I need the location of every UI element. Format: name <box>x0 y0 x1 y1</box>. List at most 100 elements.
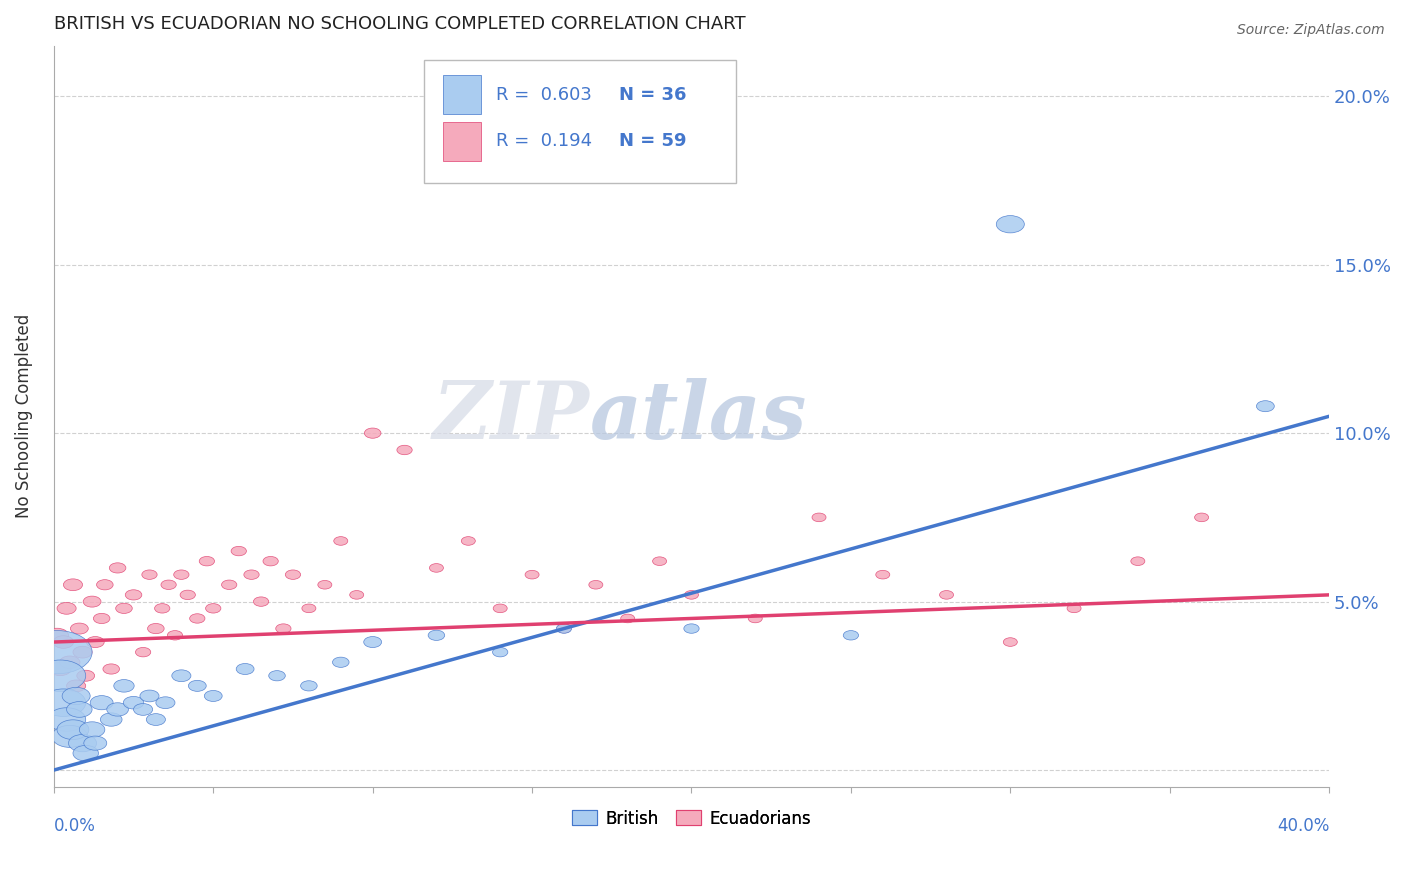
Ellipse shape <box>35 660 86 691</box>
Ellipse shape <box>160 580 176 590</box>
Ellipse shape <box>156 697 174 708</box>
Ellipse shape <box>53 636 73 648</box>
Ellipse shape <box>748 614 762 623</box>
Ellipse shape <box>318 581 332 589</box>
Ellipse shape <box>190 614 205 624</box>
Y-axis label: No Schooling Completed: No Schooling Completed <box>15 314 32 518</box>
Ellipse shape <box>200 557 215 566</box>
Ellipse shape <box>492 648 508 657</box>
Ellipse shape <box>364 637 381 648</box>
Text: N = 36: N = 36 <box>619 86 686 103</box>
FancyBboxPatch shape <box>423 61 737 183</box>
Ellipse shape <box>125 590 142 600</box>
FancyBboxPatch shape <box>443 122 481 161</box>
Ellipse shape <box>134 704 153 715</box>
Ellipse shape <box>876 570 890 579</box>
Ellipse shape <box>557 624 572 633</box>
Ellipse shape <box>146 714 166 725</box>
Ellipse shape <box>62 688 90 705</box>
Ellipse shape <box>79 722 105 738</box>
Ellipse shape <box>332 657 349 667</box>
Ellipse shape <box>350 591 364 599</box>
Text: Source: ZipAtlas.com: Source: ZipAtlas.com <box>1237 23 1385 37</box>
Ellipse shape <box>222 580 236 590</box>
Ellipse shape <box>45 628 69 642</box>
Ellipse shape <box>1004 638 1018 647</box>
Ellipse shape <box>844 631 859 640</box>
Text: 0.0%: 0.0% <box>53 816 96 835</box>
Ellipse shape <box>77 670 94 681</box>
Ellipse shape <box>90 696 112 710</box>
Ellipse shape <box>204 690 222 701</box>
Ellipse shape <box>58 720 89 739</box>
Ellipse shape <box>557 624 571 633</box>
Ellipse shape <box>48 707 86 731</box>
Legend: British, Ecuadorians: British, Ecuadorians <box>565 803 817 834</box>
Ellipse shape <box>86 637 104 648</box>
Ellipse shape <box>429 564 443 573</box>
Ellipse shape <box>243 570 259 580</box>
Ellipse shape <box>58 602 76 615</box>
Ellipse shape <box>1130 557 1144 566</box>
Ellipse shape <box>231 547 246 556</box>
Ellipse shape <box>1067 604 1081 613</box>
Ellipse shape <box>73 746 98 761</box>
Ellipse shape <box>396 445 412 455</box>
Ellipse shape <box>652 557 666 566</box>
Ellipse shape <box>83 596 101 607</box>
Ellipse shape <box>49 663 72 675</box>
Ellipse shape <box>302 604 316 613</box>
Ellipse shape <box>174 570 188 580</box>
Ellipse shape <box>172 670 191 681</box>
Ellipse shape <box>461 537 475 545</box>
Ellipse shape <box>63 579 83 591</box>
Ellipse shape <box>73 647 91 658</box>
Ellipse shape <box>66 680 86 691</box>
Ellipse shape <box>124 697 143 709</box>
Ellipse shape <box>939 591 953 599</box>
Ellipse shape <box>285 570 301 580</box>
Ellipse shape <box>141 690 159 702</box>
Ellipse shape <box>253 597 269 607</box>
Ellipse shape <box>100 713 122 726</box>
Ellipse shape <box>84 736 107 750</box>
Ellipse shape <box>1195 513 1209 522</box>
Ellipse shape <box>620 614 634 623</box>
Ellipse shape <box>205 604 221 613</box>
Ellipse shape <box>114 680 134 692</box>
Ellipse shape <box>52 725 87 747</box>
Ellipse shape <box>997 216 1025 233</box>
Ellipse shape <box>276 624 291 633</box>
Ellipse shape <box>180 591 195 599</box>
Ellipse shape <box>301 681 318 691</box>
Ellipse shape <box>167 631 183 640</box>
Ellipse shape <box>364 428 381 438</box>
Text: R =  0.194: R = 0.194 <box>496 132 592 150</box>
Ellipse shape <box>66 702 91 717</box>
Ellipse shape <box>69 734 97 752</box>
Text: ZIP: ZIP <box>433 377 589 455</box>
Ellipse shape <box>41 689 86 716</box>
Ellipse shape <box>494 604 508 613</box>
Ellipse shape <box>333 537 347 545</box>
Ellipse shape <box>110 563 127 573</box>
Ellipse shape <box>22 631 91 673</box>
Ellipse shape <box>1257 401 1274 412</box>
Ellipse shape <box>97 580 112 590</box>
Ellipse shape <box>103 664 120 674</box>
Ellipse shape <box>429 630 444 640</box>
Ellipse shape <box>142 570 157 580</box>
Text: R =  0.603: R = 0.603 <box>496 86 592 103</box>
Ellipse shape <box>155 604 170 613</box>
Ellipse shape <box>59 656 80 668</box>
Ellipse shape <box>683 624 699 633</box>
Text: 40.0%: 40.0% <box>1277 816 1329 835</box>
Ellipse shape <box>813 513 827 522</box>
Ellipse shape <box>236 664 254 674</box>
Text: atlas: atlas <box>589 377 807 455</box>
Ellipse shape <box>135 648 150 657</box>
Ellipse shape <box>188 681 207 691</box>
Ellipse shape <box>524 570 538 579</box>
Ellipse shape <box>70 624 89 634</box>
Ellipse shape <box>589 581 603 589</box>
